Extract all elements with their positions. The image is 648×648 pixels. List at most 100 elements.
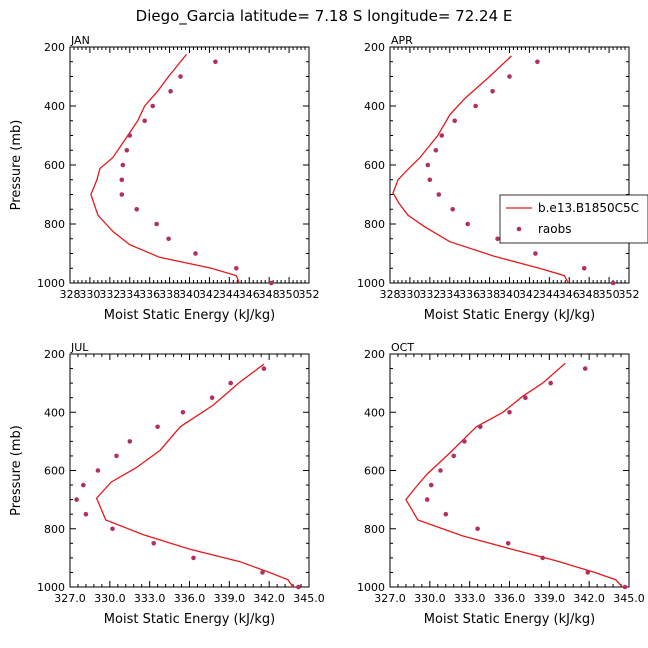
data-point-raobs [155,424,160,430]
x-tick-label: 330.0 [94,592,126,605]
x-tick-label: 346 [559,288,580,301]
x-tick-label: 352 [619,288,640,301]
legend-entry-raobs: raobs [538,222,572,236]
data-point-raobs [465,221,471,227]
y-tick-label: 800 [44,523,65,536]
y-tick-label: 1000 [37,277,65,290]
x-tick-label: 340 [499,288,520,301]
y-tick-label: 600 [44,159,65,172]
y-tick-label: 800 [364,523,385,536]
data-point-raobs [151,541,156,546]
data-point-raobs [507,410,512,415]
panel-apr: APR 3283303323343363383403423443463483503… [357,34,648,323]
data-point-raobs [178,74,183,79]
x-tick-label: 339.0 [534,592,566,605]
panel-label: APR [391,34,413,47]
x-tick-label: 333.0 [454,592,486,605]
data-point-raobs [540,555,545,561]
data-point-raobs [436,192,442,197]
data-point-raobs [261,366,267,371]
data-point-raobs [81,482,86,488]
x-tick-label: 345.0 [613,592,645,605]
legend-entry-model: b.e13.B1850C5C [538,201,639,215]
x-tick-label: 332 [99,288,120,301]
y-tick-label: 600 [364,465,385,478]
x-tick-label: 333.0 [134,592,166,605]
data-point-raobs [114,453,119,459]
data-point-raobs [168,89,173,94]
data-point-raobs [110,526,115,532]
x-tick-label: 344 [219,288,240,301]
x-tick-label: 338 [479,288,500,301]
data-point-raobs [478,424,483,430]
x-tick-label: 327.0 [374,592,406,605]
x-tick-label: 338 [159,288,180,301]
y-tick-label: 1000 [37,581,65,594]
legend: b.e13.B1850C5C raobs [499,194,648,244]
data-point-raobs [127,133,133,138]
x-axis-label: Moist Static Energy (kJ/kg) [104,612,275,627]
data-point-raobs [427,177,433,183]
y-tick-label: 800 [44,218,65,231]
series-line-model [95,363,294,588]
data-point-raobs [622,584,628,590]
data-point-raobs [495,236,500,242]
y-axis-label: Pressure (mb) [9,425,24,516]
data-point-raobs [95,468,101,473]
x-tick-label: 339.0 [214,592,246,605]
x-tick-label: 350 [599,288,620,301]
data-point-raobs [260,570,265,575]
x-axis-label: Moist Static Energy (kJ/kg) [424,308,595,323]
x-tick-label: 336 [139,288,160,301]
data-point-raobs [443,511,449,517]
data-point-raobs [425,162,431,168]
x-tick-label: 336.0 [174,592,206,605]
x-tick-label: 330 [399,288,420,301]
y-tick-label: 1000 [357,581,385,594]
x-tick-label: 346 [239,288,260,301]
plot-frame [69,353,310,588]
data-point-raobs [150,103,155,109]
data-point-raobs [523,395,528,401]
data-point-raobs [439,133,445,138]
data-point-raobs [124,148,130,153]
panel-label: OCT [391,341,414,354]
data-point-raobs [193,251,198,256]
x-tick-label: 348 [579,288,600,301]
y-tick-label: 800 [364,218,385,231]
data-point-raobs [120,162,126,168]
series-line-model [392,55,569,284]
data-point-raobs [191,555,196,561]
data-point-raobs [505,541,511,546]
y-tick-label: 200 [44,41,65,54]
y-tick-label: 600 [364,159,385,172]
data-point-raobs [438,468,443,473]
data-point-raobs [451,453,457,459]
data-point-raobs [475,526,480,532]
data-point-raobs [119,177,125,183]
data-point-raobs [452,118,458,124]
data-point-raobs [142,118,147,124]
y-tick-label: 600 [44,465,65,478]
data-point-raobs [119,192,125,197]
x-tick-label: 342 [519,288,540,301]
y-axis-label: Pressure (mb) [9,120,24,211]
data-point-raobs [296,584,301,590]
data-point-raobs [490,89,495,94]
plot-frame [69,46,310,284]
data-point-raobs [533,251,538,256]
x-tick-label: 334 [119,288,140,301]
data-point-raobs [166,236,171,242]
x-tick-label: 334 [439,288,460,301]
x-tick-label: 332 [419,288,440,301]
legend-marker-swatch [516,226,522,232]
data-point-raobs [154,221,159,227]
data-point-raobs [83,511,89,517]
data-point-raobs [610,280,616,286]
x-tick-label: 328 [380,288,401,301]
data-point-raobs [507,74,512,79]
x-tick-label: 348 [259,288,280,301]
data-point-raobs [213,59,218,65]
x-tick-label: 328 [60,288,81,301]
y-tick-label: 400 [364,406,385,419]
